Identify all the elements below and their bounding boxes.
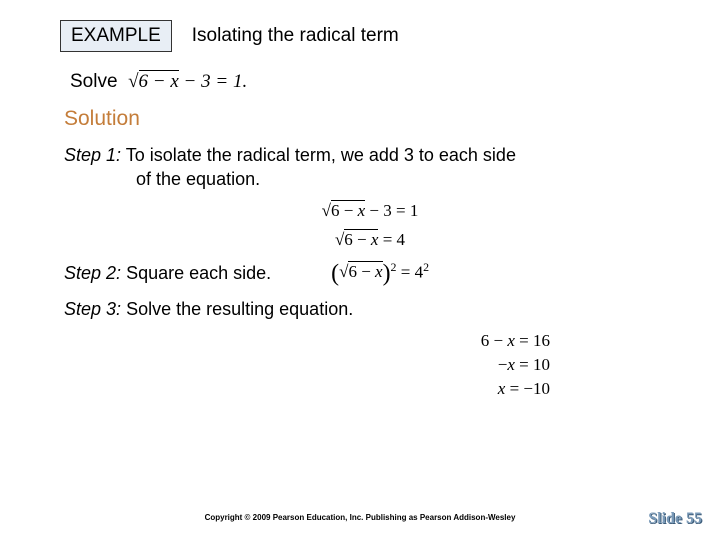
- step-1: Step 1: To isolate the radical term, we …: [64, 143, 680, 192]
- step-2: Step 2: Square each side.: [64, 263, 271, 284]
- step-2-label: Step 2:: [64, 263, 121, 283]
- slide-number: Slide 55: [648, 510, 702, 528]
- step-1-eq-2: 6 − x = 4: [60, 229, 680, 250]
- step-3-eq-3: x = −10: [60, 377, 550, 401]
- solve-label: Solve: [70, 71, 118, 92]
- step-3-label: Step 3:: [64, 299, 121, 319]
- step-2-equation: (6 − x)2 = 42: [331, 260, 429, 288]
- step-3-text: Solve the resulting equation.: [126, 299, 353, 319]
- step-2-text: Square each side.: [126, 263, 271, 283]
- solution-header: Solution: [64, 107, 680, 131]
- step-3: Step 3: Solve the resulting equation.: [64, 297, 680, 321]
- step-1-text-1: To isolate the radical term, we add 3 to…: [126, 145, 516, 165]
- step-1-text-2: of the equation.: [136, 169, 260, 189]
- step-3-eq-2: −x = 10: [60, 353, 550, 377]
- solve-equation: 6 − x − 3 = 1.: [128, 71, 247, 92]
- step-1-equations: 6 − x − 3 = 1 6 − x = 4: [60, 200, 680, 250]
- step-3-eq-1: 6 − x = 16: [60, 329, 550, 353]
- slide-title: Isolating the radical term: [192, 25, 399, 47]
- header-row: EXAMPLE Isolating the radical term: [60, 20, 680, 52]
- example-badge: EXAMPLE: [60, 20, 172, 52]
- slide-container: EXAMPLE Isolating the radical term Solve…: [0, 0, 720, 540]
- copyright-footer: Copyright © 2009 Pearson Education, Inc.…: [0, 513, 720, 522]
- step-3-equations: 6 − x = 16 −x = 10 x = −10: [60, 329, 680, 400]
- step-1-eq-1: 6 − x − 3 = 1: [60, 200, 680, 221]
- step-2-row: Step 2: Square each side. (6 − x)2 = 42: [60, 260, 680, 288]
- solve-line: Solve 6 − x − 3 = 1.: [70, 70, 680, 93]
- step-1-label: Step 1:: [64, 145, 121, 165]
